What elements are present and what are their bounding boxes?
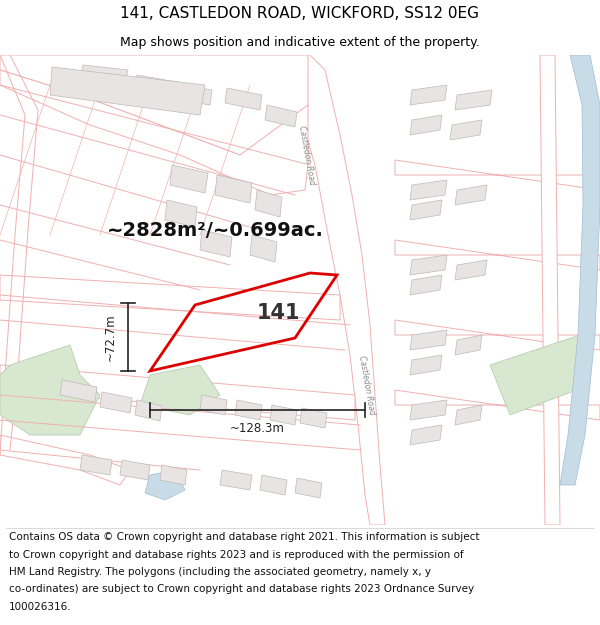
Polygon shape xyxy=(0,345,100,435)
Polygon shape xyxy=(265,105,297,127)
Text: ~72.7m: ~72.7m xyxy=(104,313,116,361)
Polygon shape xyxy=(410,330,447,350)
Text: 141: 141 xyxy=(256,303,300,323)
Polygon shape xyxy=(490,335,590,415)
Polygon shape xyxy=(295,478,322,498)
Polygon shape xyxy=(200,395,227,415)
Polygon shape xyxy=(165,200,197,227)
Text: Castledon Road: Castledon Road xyxy=(358,354,377,416)
Polygon shape xyxy=(145,470,185,500)
Text: Contains OS data © Crown copyright and database right 2021. This information is : Contains OS data © Crown copyright and d… xyxy=(9,532,479,542)
Polygon shape xyxy=(395,390,600,420)
Polygon shape xyxy=(120,460,150,480)
Polygon shape xyxy=(395,240,600,270)
Polygon shape xyxy=(225,88,262,110)
Text: HM Land Registry. The polygons (including the associated geometry, namely x, y: HM Land Registry. The polygons (includin… xyxy=(9,567,431,577)
Text: 141, CASTLEDON ROAD, WICKFORD, SS12 0EG: 141, CASTLEDON ROAD, WICKFORD, SS12 0EG xyxy=(121,6,479,21)
Polygon shape xyxy=(200,230,232,257)
Polygon shape xyxy=(135,75,177,97)
Polygon shape xyxy=(60,380,97,402)
Polygon shape xyxy=(260,475,287,495)
Polygon shape xyxy=(0,435,130,485)
Text: 100026316.: 100026316. xyxy=(9,602,71,612)
Polygon shape xyxy=(560,55,600,485)
Polygon shape xyxy=(410,400,447,420)
Polygon shape xyxy=(455,185,487,205)
Polygon shape xyxy=(220,470,252,490)
Polygon shape xyxy=(180,85,212,105)
Polygon shape xyxy=(250,235,277,262)
Polygon shape xyxy=(170,165,208,193)
Polygon shape xyxy=(293,55,385,525)
Text: Castledon Road: Castledon Road xyxy=(298,124,317,186)
Polygon shape xyxy=(80,65,128,85)
Text: co-ordinates) are subject to Crown copyright and database rights 2023 Ordnance S: co-ordinates) are subject to Crown copyr… xyxy=(9,584,474,594)
Polygon shape xyxy=(0,70,308,195)
Polygon shape xyxy=(0,365,355,420)
Polygon shape xyxy=(455,260,487,280)
Polygon shape xyxy=(410,255,447,275)
Polygon shape xyxy=(215,175,252,203)
Polygon shape xyxy=(50,67,205,115)
Text: ~2828m²/~0.699ac.: ~2828m²/~0.699ac. xyxy=(107,221,323,239)
Polygon shape xyxy=(410,200,442,220)
Polygon shape xyxy=(410,180,447,200)
Polygon shape xyxy=(0,275,340,320)
Polygon shape xyxy=(80,455,112,475)
Polygon shape xyxy=(160,465,187,485)
Text: to Crown copyright and database rights 2023 and is reproduced with the permissio: to Crown copyright and database rights 2… xyxy=(9,549,464,559)
Polygon shape xyxy=(450,120,482,140)
Polygon shape xyxy=(395,160,600,190)
Polygon shape xyxy=(135,400,162,421)
Text: ~128.3m: ~128.3m xyxy=(230,421,285,434)
Polygon shape xyxy=(410,85,447,105)
Text: Map shows position and indicative extent of the property.: Map shows position and indicative extent… xyxy=(120,36,480,49)
Polygon shape xyxy=(410,115,442,135)
Polygon shape xyxy=(540,55,560,525)
Polygon shape xyxy=(300,408,327,428)
Polygon shape xyxy=(100,392,132,413)
Polygon shape xyxy=(235,400,262,420)
Polygon shape xyxy=(455,90,492,110)
Polygon shape xyxy=(395,320,600,350)
Polygon shape xyxy=(455,405,482,425)
Polygon shape xyxy=(140,365,220,415)
Polygon shape xyxy=(410,275,442,295)
Polygon shape xyxy=(410,355,442,375)
Polygon shape xyxy=(255,190,282,217)
Polygon shape xyxy=(0,55,308,155)
Polygon shape xyxy=(410,425,442,445)
Polygon shape xyxy=(270,405,297,425)
Polygon shape xyxy=(455,335,482,355)
